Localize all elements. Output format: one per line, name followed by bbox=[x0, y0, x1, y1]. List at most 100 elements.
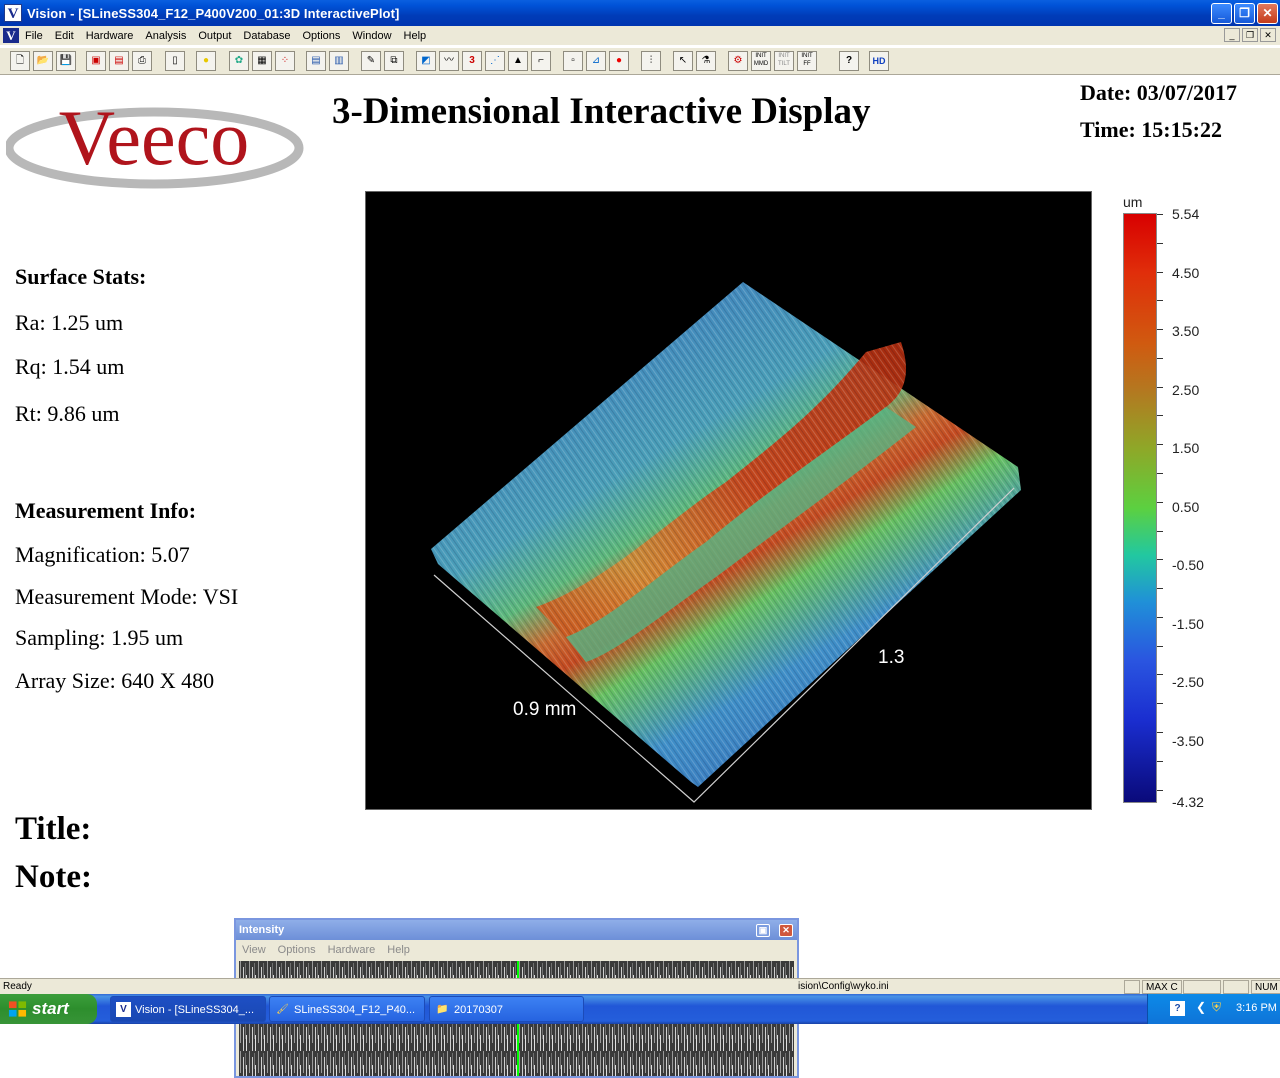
paint-task-icon: 🖌 bbox=[276, 1004, 289, 1015]
doc-restore-button[interactable]: ❐ bbox=[1242, 28, 1258, 42]
colorbar-gradient bbox=[1123, 213, 1157, 803]
init-mmd-icon[interactable]: INIT MMD bbox=[751, 51, 771, 71]
grid-icon[interactable]: ▫ bbox=[563, 51, 583, 71]
profile-plot-icon[interactable]: 〰 bbox=[439, 51, 459, 71]
start-button[interactable]: start bbox=[0, 994, 97, 1024]
colorbar-tick-label: 4.50 bbox=[1172, 264, 1200, 281]
print-preview-icon[interactable]: ▣ bbox=[86, 51, 106, 71]
document-icon[interactable]: V bbox=[3, 28, 19, 43]
menu-window[interactable]: Window bbox=[352, 29, 392, 42]
record-icon[interactable]: ● bbox=[609, 51, 629, 71]
histogram-icon[interactable]: ▲ bbox=[508, 51, 528, 71]
cursor-icon[interactable]: ↖ bbox=[673, 51, 693, 71]
tray-arrow-icon[interactable]: ❮ bbox=[1196, 1000, 1207, 1014]
colorbar-tick bbox=[1157, 357, 1163, 359]
copy-icon[interactable]: ⧉ bbox=[384, 51, 404, 71]
3d-surface-render[interactable]: 0.9 mm 1.3 bbox=[366, 192, 1092, 810]
close-button[interactable]: ✕ bbox=[1257, 3, 1278, 24]
stats-plot-icon[interactable]: ⋰ bbox=[485, 51, 505, 71]
colorbar-tick-label: -3.50 bbox=[1172, 732, 1204, 749]
status-num: NUM bbox=[1251, 980, 1280, 994]
sun-icon[interactable]: ● bbox=[196, 51, 216, 71]
menu-hardware[interactable]: Hardware bbox=[85, 29, 134, 42]
print-icon[interactable]: ⎙ bbox=[132, 51, 152, 71]
init-tilt-icon[interactable]: INIT TILT bbox=[774, 51, 794, 71]
intensity-title-bar[interactable]: Intensity ▣ ✕ bbox=[236, 920, 797, 940]
intensity-menu-view[interactable]: View bbox=[242, 943, 266, 956]
hd-icon[interactable]: HD bbox=[869, 51, 889, 71]
menu-output[interactable]: Output bbox=[198, 29, 232, 42]
contour-map-icon[interactable]: ◩ bbox=[416, 51, 436, 71]
menu-options[interactable]: Options bbox=[302, 29, 341, 42]
task-vision-label: Vision - [SLineSS304_... bbox=[135, 1004, 255, 1016]
report-icon[interactable]: ▦ bbox=[252, 51, 272, 71]
curve-icon[interactable]: ⌐ bbox=[531, 51, 551, 71]
status-bar: Ready ision\Config\wyko.ini MAX C NUM bbox=[0, 978, 1280, 994]
status-max-c: MAX C bbox=[1142, 980, 1182, 994]
axis-label-x: 0.9 mm bbox=[513, 699, 576, 720]
table-icon[interactable]: ▤ bbox=[306, 51, 326, 71]
blank-page-icon[interactable]: ▯ bbox=[165, 51, 185, 71]
page-title: 3-Dimensional Interactive Display bbox=[332, 91, 871, 132]
menu-database[interactable]: Database bbox=[243, 29, 291, 42]
intensity-menu-options[interactable]: Options bbox=[277, 943, 316, 956]
windows-logo-icon bbox=[8, 1001, 27, 1017]
restore-button[interactable]: ❐ bbox=[1234, 3, 1255, 24]
task-slinefile-label: SLineSS304_F12_P40... bbox=[294, 1004, 416, 1016]
report-document: Veeco 3-Dimensional Interactive Display … bbox=[0, 76, 1280, 1078]
window-title-bar[interactable]: V Vision - [SLineSS304_F12_P400V200_01:3… bbox=[0, 0, 1280, 26]
task-folder[interactable]: 📁 20170307 bbox=[429, 996, 584, 1022]
3d-surface-plot[interactable]: 0.9 mm 1.3 bbox=[365, 191, 1092, 810]
colorbar-unit: um bbox=[1123, 194, 1143, 210]
intensity-pin-icon[interactable]: ▣ bbox=[756, 924, 770, 937]
colorbar-tick bbox=[1157, 473, 1163, 475]
system-tray: ? ❮ ⛨ 3:16 PM bbox=[1147, 994, 1280, 1024]
shield-icon[interactable]: ⛨ bbox=[1212, 1000, 1222, 1014]
intensity-menu-hardware[interactable]: Hardware bbox=[327, 943, 376, 956]
taskbar: start V Vision - [SLineSS304_... 🖌 SLine… bbox=[0, 994, 1280, 1024]
intensity-menu-help[interactable]: Help bbox=[387, 943, 410, 956]
doc-close-button[interactable]: ✕ bbox=[1260, 28, 1276, 42]
axes-icon[interactable]: ⊿ bbox=[586, 51, 606, 71]
3d-plot-icon[interactable]: 3 bbox=[462, 51, 482, 71]
menu-edit[interactable]: Edit bbox=[54, 29, 74, 42]
status-config-path: ision\Config\wyko.ini bbox=[798, 981, 889, 992]
colorbar-tick-label: -2.50 bbox=[1172, 674, 1204, 691]
tree-icon[interactable]: ⫶ bbox=[641, 51, 661, 71]
info-sampling: Sampling: 1.95 um bbox=[15, 625, 184, 650]
table-alt-icon[interactable]: ▥ bbox=[329, 51, 349, 71]
palette-icon[interactable]: ✿ bbox=[229, 51, 249, 71]
color-dots-icon[interactable]: ⁘ bbox=[275, 51, 295, 71]
init-icon[interactable]: ⚙ bbox=[728, 51, 748, 71]
status-cell-blank bbox=[1124, 980, 1140, 994]
pen-icon[interactable]: ✎ bbox=[361, 51, 381, 71]
colorbar-tick bbox=[1157, 501, 1163, 503]
help-icon[interactable]: ? bbox=[839, 51, 859, 71]
colorbar-tick bbox=[1157, 415, 1163, 417]
vision-app-icon[interactable]: V bbox=[4, 4, 22, 22]
report-time: Time: 15:15:22 bbox=[1080, 117, 1222, 142]
doc-minimize-button[interactable]: _ bbox=[1224, 28, 1240, 42]
task-slinefile[interactable]: 🖌 SLineSS304_F12_P40... bbox=[269, 996, 425, 1022]
colorbar-tick bbox=[1157, 732, 1163, 734]
menu-analysis[interactable]: Analysis bbox=[145, 29, 187, 42]
menu-file[interactable]: File bbox=[25, 29, 43, 42]
new-file-icon[interactable]: 🗋 bbox=[10, 51, 30, 71]
init-ff-icon[interactable]: INIT FF bbox=[797, 51, 817, 71]
colorbar-tick bbox=[1157, 300, 1163, 302]
task-vision[interactable]: V Vision - [SLineSS304_... bbox=[110, 996, 266, 1022]
intensity-close-icon[interactable]: ✕ bbox=[779, 924, 793, 937]
flask-icon[interactable]: ⚗ bbox=[696, 51, 716, 71]
help-tray-icon[interactable]: ? bbox=[1170, 1001, 1185, 1016]
colorbar-tick bbox=[1157, 789, 1163, 791]
print-setup-icon[interactable]: ▤ bbox=[109, 51, 129, 71]
stat-rt: Rt: 9.86 um bbox=[15, 401, 120, 426]
status-ready: Ready bbox=[3, 981, 32, 992]
save-icon[interactable]: 💾 bbox=[56, 51, 76, 71]
menu-help[interactable]: Help bbox=[403, 29, 427, 42]
colorbar-tick bbox=[1157, 703, 1163, 705]
task-folder-label: 20170307 bbox=[454, 1004, 503, 1016]
minimize-button[interactable]: _ bbox=[1211, 3, 1232, 24]
open-folder-icon[interactable]: 📂 bbox=[33, 51, 53, 71]
colorbar-tick-label: 0.50 bbox=[1172, 498, 1200, 515]
